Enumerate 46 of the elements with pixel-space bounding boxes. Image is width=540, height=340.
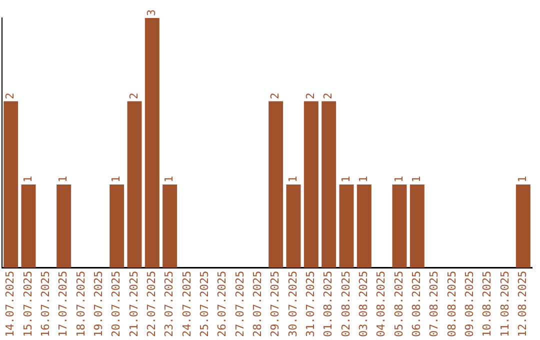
data-label: 1: [339, 176, 352, 183]
x-tick-label: 16.07.2025: [39, 270, 52, 338]
data-label: 1: [357, 176, 370, 183]
data-label: 1: [110, 176, 123, 183]
data-label: 1: [56, 176, 70, 183]
x-tick-label: 31.07.2025: [304, 270, 318, 338]
x-tick-label: 02.08.2025: [339, 270, 352, 338]
x-tick-label: 21.07.2025: [127, 270, 140, 338]
x-tick-label: 26.07.2025: [216, 270, 229, 338]
x-tick-label: 14.07.2025: [4, 270, 17, 338]
x-tick-label: 19.07.2025: [92, 270, 106, 338]
x-tick-label: 22.07.2025: [145, 270, 158, 338]
data-label: 1: [286, 176, 300, 183]
x-tick-label: 05.08.2025: [392, 270, 406, 338]
x-tick-label: 08.08.2025: [445, 270, 458, 338]
x-tick-label: 07.08.2025: [428, 270, 441, 338]
x-tick-label: 09.08.2025: [463, 270, 476, 338]
data-label: 1: [410, 176, 424, 183]
data-label: 1: [392, 176, 406, 183]
data-label: 2: [268, 92, 282, 100]
x-tick-label: 17.07.2025: [56, 270, 70, 338]
data-label: 2: [304, 92, 318, 100]
x-tick-label: 24.07.2025: [180, 270, 194, 338]
x-tick-label: 10.08.2025: [480, 270, 494, 338]
data-label: 1: [516, 176, 530, 183]
x-tick-label: 18.07.2025: [74, 270, 88, 338]
x-tick-label: 01.08.2025: [322, 270, 335, 338]
x-tick-label: 11.08.2025: [498, 270, 512, 338]
x-tick-label: 03.08.2025: [357, 270, 370, 338]
data-label: 3: [145, 9, 158, 16]
x-tick-label: 04.08.2025: [374, 270, 388, 338]
data-label: 1: [21, 176, 34, 183]
data-label: 1: [162, 176, 176, 183]
x-tick-label: 27.07.2025: [233, 270, 246, 338]
x-tick-label: 06.08.2025: [410, 270, 424, 338]
data-label: 2: [4, 92, 17, 100]
x-tick-label: 23.07.2025: [162, 270, 176, 338]
data-label: 2: [322, 92, 335, 100]
x-tick-label: 25.07.2025: [198, 270, 212, 338]
x-tick-label: 20.07.2025: [110, 270, 123, 338]
x-tick-label: 29.07.2025: [268, 270, 282, 338]
data-label: 2: [127, 92, 140, 100]
x-tick-label: 30.07.2025: [286, 270, 300, 338]
x-tick-label: 12.08.2025: [516, 270, 530, 338]
x-tick-label: 15.07.2025: [21, 270, 34, 338]
x-tick-label: 28.07.2025: [251, 270, 264, 338]
